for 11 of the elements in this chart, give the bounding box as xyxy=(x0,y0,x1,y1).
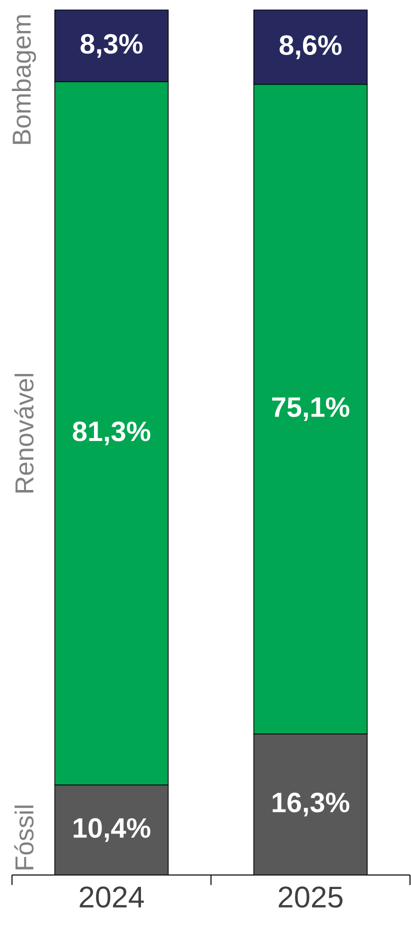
data-label: 16,3% xyxy=(272,792,350,816)
data-label: 8,6% xyxy=(280,35,342,60)
x-tick-label: 2024 xyxy=(80,886,144,908)
data-label: 81,3% xyxy=(73,422,151,446)
data-label: 10,4% xyxy=(74,818,151,842)
text: Bombagem xyxy=(12,15,36,144)
data-label: 8,3% xyxy=(80,34,143,58)
data-label: 75,1% xyxy=(272,397,350,422)
x-tick-label: 2025 xyxy=(279,886,343,908)
text: Renovável xyxy=(14,374,34,492)
text: Fóssil xyxy=(14,806,34,870)
